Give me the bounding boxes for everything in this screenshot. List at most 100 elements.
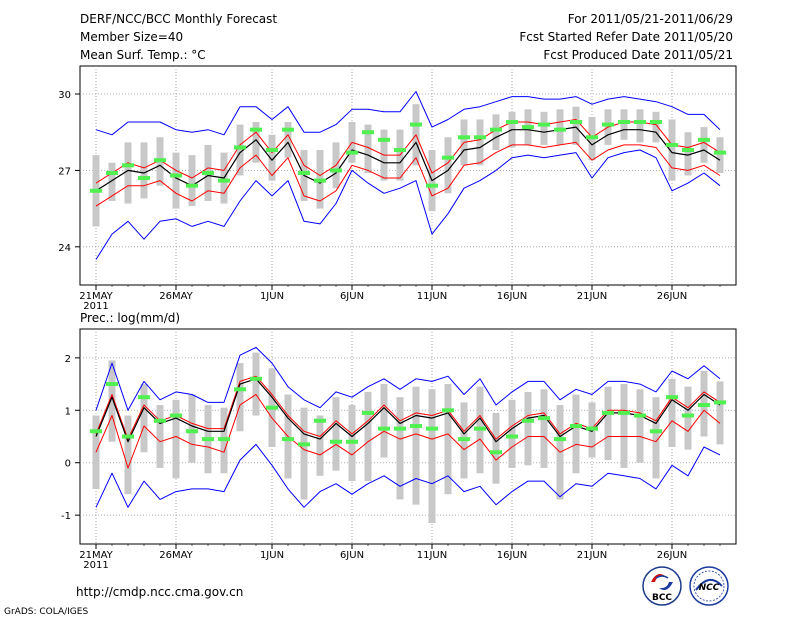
ensemble-mean-line (95, 126, 721, 192)
member-size-label: Member Size=40 (80, 30, 183, 44)
forecast-marker (490, 450, 502, 455)
lower-blue-line (95, 149, 721, 260)
forecast-marker (186, 429, 198, 434)
forecast-marker (538, 416, 550, 421)
spread-box (668, 378, 676, 447)
x-tick-label: 21MAY (79, 291, 113, 302)
forecast-marker (634, 413, 646, 418)
x-tick-label: 26JUN (657, 291, 687, 302)
y-tick-label: 0 (65, 459, 71, 470)
spread-box (652, 397, 660, 479)
forecast-marker (682, 413, 694, 418)
spread-box (332, 397, 340, 471)
spread-box (412, 386, 420, 505)
spread-box (620, 384, 628, 468)
spread-box (620, 109, 628, 140)
forecast-marker (522, 418, 534, 423)
y-tick-label: -1 (61, 511, 71, 522)
x-tick-label: 26MAY (159, 291, 193, 302)
forecast-marker (490, 127, 502, 132)
forecast-marker (346, 150, 358, 155)
spread-box (380, 384, 388, 458)
forecast-marker (266, 405, 278, 410)
spread-box (140, 384, 148, 453)
forecast-marker (554, 127, 566, 132)
y-tick-label: 2 (65, 354, 71, 365)
forecast-marker (250, 376, 262, 381)
x-tick-year: 2011 (83, 301, 108, 312)
x-tick-label: 21JUN (577, 550, 607, 561)
chart-title: DERF/NCC/BCC Monthly Forecast (80, 12, 277, 26)
forecast-marker (250, 127, 262, 132)
ncc-logo-text: NCC (699, 583, 720, 593)
forecast-period-label: For 2011/05/21-2011/06/29 (568, 12, 733, 26)
forecast-marker (442, 408, 454, 413)
spread-box (172, 399, 180, 479)
ensemble-mean-line (95, 378, 721, 443)
x-tick-label: 11JUN (417, 291, 447, 302)
y-tick-label: 1 (65, 406, 71, 417)
forecast-marker (602, 122, 614, 127)
x-tick-label: 6JUN (340, 291, 364, 302)
forecast-marker (362, 410, 374, 415)
spread-box (124, 415, 132, 495)
forecast-marker (650, 120, 662, 125)
forecast-marker (202, 170, 214, 175)
spread-box (524, 391, 532, 466)
forecast-marker (106, 170, 118, 175)
forecast-marker (138, 176, 150, 181)
upper-red-line (95, 375, 721, 440)
spread-box (636, 109, 644, 143)
spread-box (92, 415, 100, 489)
spread-box (444, 137, 452, 194)
spread-box (236, 124, 244, 176)
forecast-marker (506, 120, 518, 125)
spread-box (316, 415, 324, 476)
x-tick-label: 21MAY (79, 550, 113, 561)
forecast-marker (314, 418, 326, 423)
x-tick-label: 26JUN (657, 550, 687, 561)
forecast-marker (378, 137, 390, 142)
forecast-marker (618, 410, 630, 415)
plot-frame (79, 328, 737, 545)
forecast-marker (682, 148, 694, 153)
x-tick-label: 16JUN (497, 550, 527, 561)
forecast-marker (330, 168, 342, 173)
forecast-marker (154, 158, 166, 163)
spread-box (284, 122, 292, 158)
forecast-marker (426, 426, 438, 431)
spread-box (636, 389, 644, 463)
spread-box (188, 394, 196, 463)
spread-box (124, 142, 132, 204)
x-tick-label: 16JUN (497, 291, 527, 302)
spread-box (668, 119, 676, 181)
spread-box (252, 352, 260, 416)
x-tick-year: 2011 (83, 560, 108, 571)
y-tick-label: 30 (58, 90, 71, 101)
forecast-marker (218, 437, 230, 442)
spread-box (508, 399, 516, 468)
forecast-marker (138, 395, 150, 400)
spread-box (556, 109, 564, 145)
forecast-marker (298, 170, 310, 175)
spread-box (476, 119, 484, 166)
forecast-marker (410, 424, 422, 429)
source-url: http://cmdp.ncc.cma.gov.cn (76, 585, 243, 599)
spread-box (428, 389, 436, 524)
spread-box (300, 407, 308, 500)
spread-box (716, 137, 724, 173)
spread-box (572, 394, 580, 474)
forecast-marker (554, 437, 566, 442)
spread-box (716, 381, 724, 445)
forecast-marker (474, 426, 486, 431)
spread-box (236, 363, 244, 432)
forecast-marker (666, 142, 678, 147)
forecast-produced-label: Fcst Produced Date 2011/05/21 (543, 48, 733, 62)
forecast-marker (154, 418, 166, 423)
forecast-marker (282, 127, 294, 132)
lower-red-line (95, 394, 721, 469)
forecast-marker (122, 434, 134, 439)
x-tick-label: 26MAY (159, 550, 193, 561)
